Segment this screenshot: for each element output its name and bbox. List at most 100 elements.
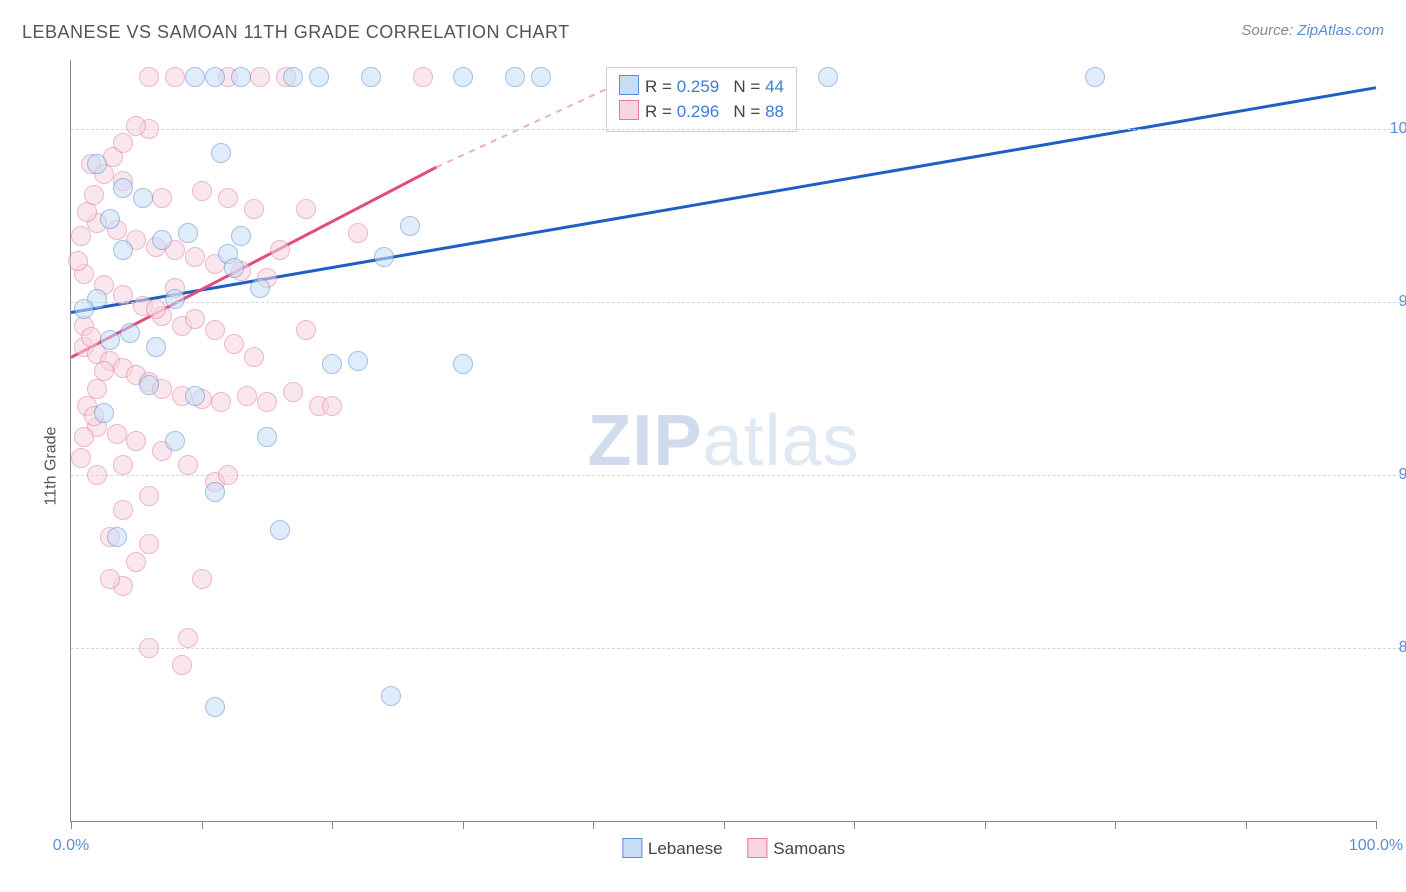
- legend-n-label: N =: [733, 77, 765, 96]
- y-tick-label: 95.0%: [1384, 293, 1406, 311]
- data-point-lebanese: [113, 240, 133, 260]
- data-point-lebanese: [250, 278, 270, 298]
- data-point-samoans: [283, 382, 303, 402]
- data-point-samoans: [113, 455, 133, 475]
- legend-swatch-samoans: [747, 838, 767, 858]
- data-point-samoans: [178, 455, 198, 475]
- data-point-lebanese: [165, 289, 185, 309]
- legend-swatch: [619, 75, 639, 95]
- data-point-lebanese: [257, 427, 277, 447]
- gridline-h: [71, 648, 1406, 649]
- data-point-lebanese: [231, 226, 251, 246]
- data-point-samoans: [205, 320, 225, 340]
- data-point-samoans: [126, 116, 146, 136]
- data-point-lebanese: [113, 178, 133, 198]
- y-tick-label: 85.0%: [1384, 639, 1406, 657]
- data-point-samoans: [165, 67, 185, 87]
- data-point-lebanese: [231, 67, 251, 87]
- data-point-lebanese: [270, 520, 290, 540]
- data-point-samoans: [211, 392, 231, 412]
- data-point-samoans: [250, 67, 270, 87]
- data-point-lebanese: [361, 67, 381, 87]
- data-point-samoans: [185, 309, 205, 329]
- data-point-lebanese: [165, 431, 185, 451]
- data-point-lebanese: [309, 67, 329, 87]
- data-point-samoans: [81, 327, 101, 347]
- data-point-lebanese: [531, 67, 551, 87]
- data-point-samoans: [71, 448, 91, 468]
- legend-swatch-lebanese: [622, 838, 642, 858]
- source-prefix: Source:: [1241, 22, 1297, 39]
- data-point-lebanese: [205, 697, 225, 717]
- y-tick-label: 100.0%: [1384, 120, 1406, 138]
- data-point-samoans: [113, 133, 133, 153]
- data-point-samoans: [172, 655, 192, 675]
- data-point-samoans: [296, 320, 316, 340]
- source-link[interactable]: ZipAtlas.com: [1297, 22, 1384, 39]
- gridline-h: [71, 129, 1406, 130]
- legend-n-label: N =: [733, 102, 765, 121]
- legend-label-samoans: Samoans: [773, 839, 845, 858]
- data-point-samoans: [244, 199, 264, 219]
- source-label: Source: ZipAtlas.com: [1241, 22, 1384, 39]
- data-point-lebanese: [374, 247, 394, 267]
- data-point-lebanese: [185, 67, 205, 87]
- legend-r-label: R =: [645, 102, 677, 121]
- data-point-samoans: [68, 251, 88, 271]
- data-point-samoans: [77, 202, 97, 222]
- data-point-lebanese: [348, 351, 368, 371]
- watermark-atlas: atlas: [702, 401, 859, 481]
- data-point-lebanese: [1085, 67, 1105, 87]
- data-point-samoans: [257, 392, 277, 412]
- data-point-lebanese: [107, 527, 127, 547]
- x-tick: [1115, 821, 1116, 829]
- legend-bottom: Lebanese Samoans: [602, 838, 845, 859]
- data-point-lebanese: [146, 337, 166, 357]
- data-point-samoans: [139, 486, 159, 506]
- data-point-samoans: [126, 431, 146, 451]
- data-point-samoans: [113, 285, 133, 305]
- data-point-lebanese: [505, 67, 525, 87]
- data-point-lebanese: [205, 67, 225, 87]
- y-axis-label: 11th Grade: [42, 427, 60, 506]
- gridline-h: [71, 475, 1406, 476]
- data-point-samoans: [185, 247, 205, 267]
- data-point-samoans: [113, 500, 133, 520]
- data-point-samoans: [87, 465, 107, 485]
- data-point-samoans: [139, 638, 159, 658]
- x-tick: [463, 821, 464, 829]
- x-tick: [202, 821, 203, 829]
- data-point-lebanese: [381, 686, 401, 706]
- legend-swatch: [619, 100, 639, 120]
- x-tick: [593, 821, 594, 829]
- legend-r-label: R =: [645, 77, 677, 96]
- data-point-samoans: [71, 226, 91, 246]
- data-point-lebanese: [100, 209, 120, 229]
- data-point-samoans: [237, 386, 257, 406]
- data-point-samoans: [413, 67, 433, 87]
- data-point-samoans: [192, 569, 212, 589]
- x-tick: [854, 821, 855, 829]
- data-point-lebanese: [283, 67, 303, 87]
- legend-row: R = 0.259 N = 44: [619, 74, 784, 100]
- data-point-samoans: [348, 223, 368, 243]
- legend-n-value: 88: [765, 102, 784, 121]
- data-point-samoans: [74, 427, 94, 447]
- data-point-samoans: [322, 396, 342, 416]
- data-point-lebanese: [100, 330, 120, 350]
- legend-r-value: 0.259: [677, 77, 720, 96]
- data-point-samoans: [218, 465, 238, 485]
- data-point-lebanese: [453, 67, 473, 87]
- data-point-samoans: [218, 188, 238, 208]
- x-tick: [332, 821, 333, 829]
- data-point-lebanese: [818, 67, 838, 87]
- data-point-lebanese: [211, 143, 231, 163]
- data-point-samoans: [192, 181, 212, 201]
- x-tick-label: 100.0%: [1349, 837, 1403, 855]
- data-point-samoans: [146, 299, 166, 319]
- plot-area: ZIPatlas R = 0.259 N = 44R = 0.296 N = 8…: [70, 60, 1376, 822]
- legend-r-value: 0.296: [677, 102, 720, 121]
- x-tick-label: 0.0%: [53, 837, 89, 855]
- data-point-lebanese: [453, 354, 473, 374]
- data-point-samoans: [100, 569, 120, 589]
